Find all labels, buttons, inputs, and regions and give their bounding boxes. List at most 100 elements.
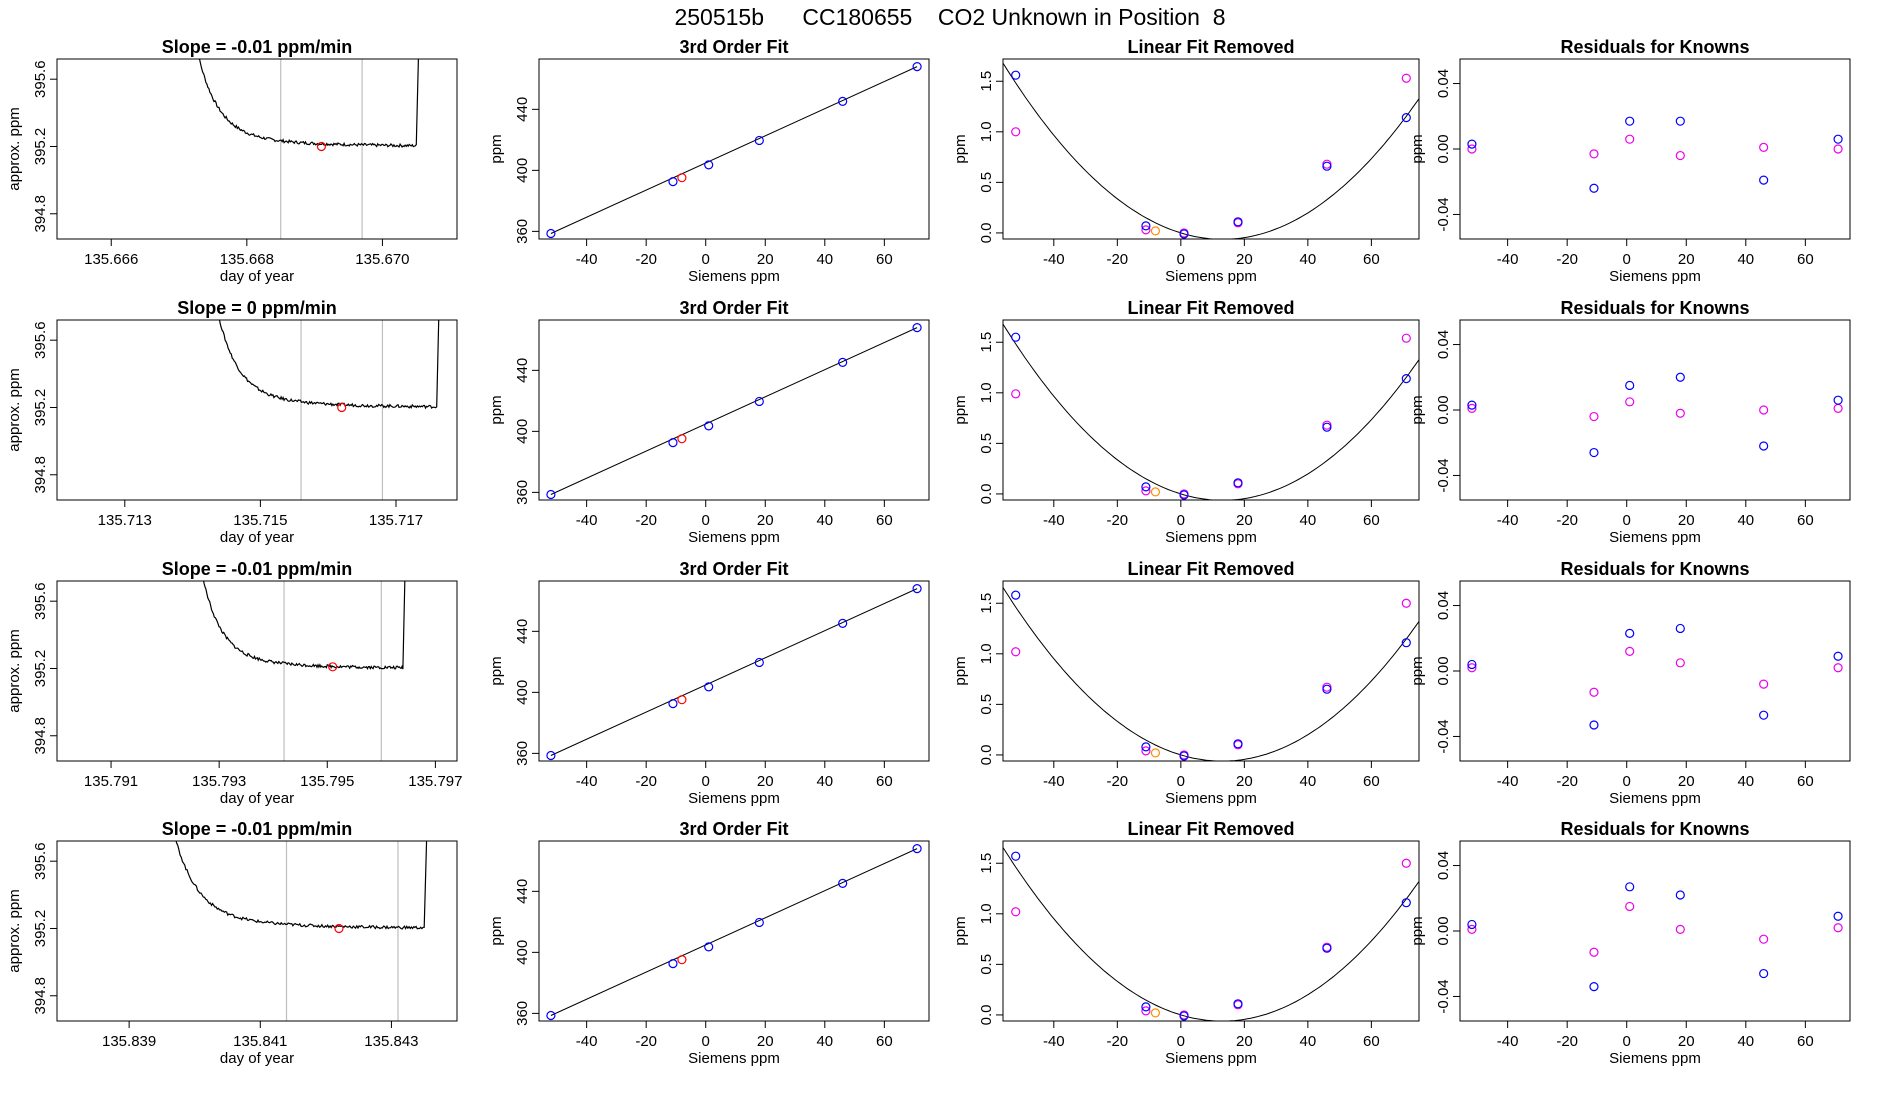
known-point [668, 438, 678, 448]
known-point [546, 1010, 556, 1021]
y-tick-label: 0.04 [1435, 851, 1452, 880]
x-tick-label: -40 [576, 773, 598, 790]
alt-point [1011, 907, 1021, 917]
y-tick-label: -0.04 [1435, 197, 1452, 231]
known-point [668, 699, 678, 709]
plot-area [198, 59, 419, 239]
panel-frame [538, 840, 930, 1022]
x-axis-label: Siemens ppm [1609, 790, 1701, 807]
panel-frame [56, 319, 458, 501]
x-tick-label: -20 [1106, 251, 1128, 268]
y-axis-label: ppm [488, 395, 505, 424]
y-tick-label: 1.0 [978, 382, 995, 403]
panel-frame [1002, 840, 1420, 1022]
y-axis-label: ppm [488, 916, 505, 945]
y-tick-label: 360 [514, 219, 531, 244]
known-point [754, 917, 764, 928]
y-axis-label: ppm [1409, 656, 1426, 685]
y-axis-label: ppm [1409, 395, 1426, 424]
x-tick-label: 40 [1300, 512, 1317, 529]
x-axis-label: day of year [220, 529, 294, 546]
known-point [754, 135, 764, 146]
y-tick-label: 395.6 [32, 321, 49, 359]
alt-residual [1625, 646, 1635, 656]
x-tick-label: 40 [816, 512, 833, 529]
y-tick-label: 395.2 [32, 389, 49, 427]
y-axis-label: approx. ppm [6, 629, 23, 712]
x-axis-label: day of year [220, 268, 294, 285]
x-tick-label: 0 [1177, 1033, 1185, 1050]
x-tick-label: -40 [576, 251, 598, 268]
y-tick-label: 394.8 [32, 456, 49, 494]
y-tick-label: 0.5 [978, 433, 995, 454]
alt-residual [1759, 142, 1769, 152]
y-tick-label: 0.04 [1435, 330, 1452, 359]
panel-time-series-3: Slope = -0.01 ppm/min 135.791 135.793 135.7… [6, 559, 462, 807]
panel-residuals-1: Residuals for Knowns -40 -20 0 20 40 60 Siemens… [1409, 37, 1851, 285]
known-point [668, 959, 678, 969]
known-point [1179, 229, 1189, 239]
panel-frame [1459, 319, 1851, 501]
x-tick-label: 20 [1678, 512, 1695, 529]
x-tick-label: 60 [1363, 512, 1380, 529]
panel-frame [56, 580, 458, 762]
y-tick-label: 360 [514, 480, 531, 505]
known-point [1141, 1002, 1151, 1012]
known-point [1401, 113, 1411, 123]
known-point [1179, 751, 1189, 761]
x-tick-label: 20 [757, 1033, 774, 1050]
unknown-marker [337, 402, 347, 413]
alt-residual [1625, 901, 1635, 912]
known-point [1233, 739, 1243, 749]
alt-residual [1833, 663, 1843, 673]
panel-frame [1002, 580, 1420, 762]
x-tick-label: 40 [816, 1033, 833, 1050]
y-tick-label: 394.8 [32, 717, 49, 755]
plot-area [1003, 323, 1419, 500]
x-tick-label: -20 [1106, 773, 1128, 790]
panel-title: Linear Fit Removed [1127, 37, 1294, 57]
y-axis-label: ppm [1409, 134, 1426, 163]
y-tick-label: 1.0 [978, 643, 995, 664]
y-tick-label: 0.00 [1435, 916, 1452, 945]
x-tick-label: 60 [876, 773, 893, 790]
x-tick-label: 60 [1797, 1033, 1814, 1050]
y-tick-label: 440 [514, 619, 531, 644]
panel-title: Linear Fit Removed [1127, 559, 1294, 579]
panel-title: Linear Fit Removed [1127, 819, 1294, 839]
alt-residual [1589, 149, 1599, 159]
x-tick-label: 135.717 [369, 512, 423, 529]
known-residual [1759, 710, 1769, 720]
panel-residuals-2: Residuals for Knowns -40 -20 0 20 40 60 Siemens… [1409, 298, 1851, 546]
y-axis-label: ppm [488, 656, 505, 685]
alt-residual [1467, 403, 1477, 413]
y-tick-label: 0.04 [1435, 69, 1452, 98]
x-tick-label: -20 [1556, 512, 1578, 529]
x-axis-label: Siemens ppm [688, 529, 780, 546]
panel-fit-3: 3rd Order Fit -40 -20 0 20 40 60 Siemens ppm 360… [488, 559, 930, 807]
known-point [1233, 217, 1243, 227]
panel-frame [56, 58, 458, 240]
x-tick-label: 60 [876, 251, 893, 268]
known-point [1179, 490, 1189, 500]
x-tick-label: 60 [1797, 773, 1814, 790]
x-tick-label: -40 [1497, 251, 1519, 268]
y-tick-label: 1.5 [978, 853, 995, 874]
known-point [1141, 482, 1151, 492]
panel-frame [1002, 58, 1420, 240]
x-tick-label: 0 [702, 773, 710, 790]
alt-residual [1589, 687, 1599, 697]
x-tick-label: 20 [1678, 773, 1695, 790]
known-point [1141, 742, 1151, 752]
panel-frame [1002, 319, 1420, 501]
known-point [838, 357, 848, 368]
known-point [546, 228, 556, 239]
fit-line [550, 66, 918, 234]
ppm-trace [198, 59, 419, 149]
alt-residual [1833, 403, 1843, 413]
x-tick-label: 135.793 [192, 773, 246, 790]
x-tick-label: 0 [702, 251, 710, 268]
x-tick-label: 40 [1737, 773, 1754, 790]
plot-area [1467, 882, 1843, 992]
plot-area [1467, 116, 1843, 193]
